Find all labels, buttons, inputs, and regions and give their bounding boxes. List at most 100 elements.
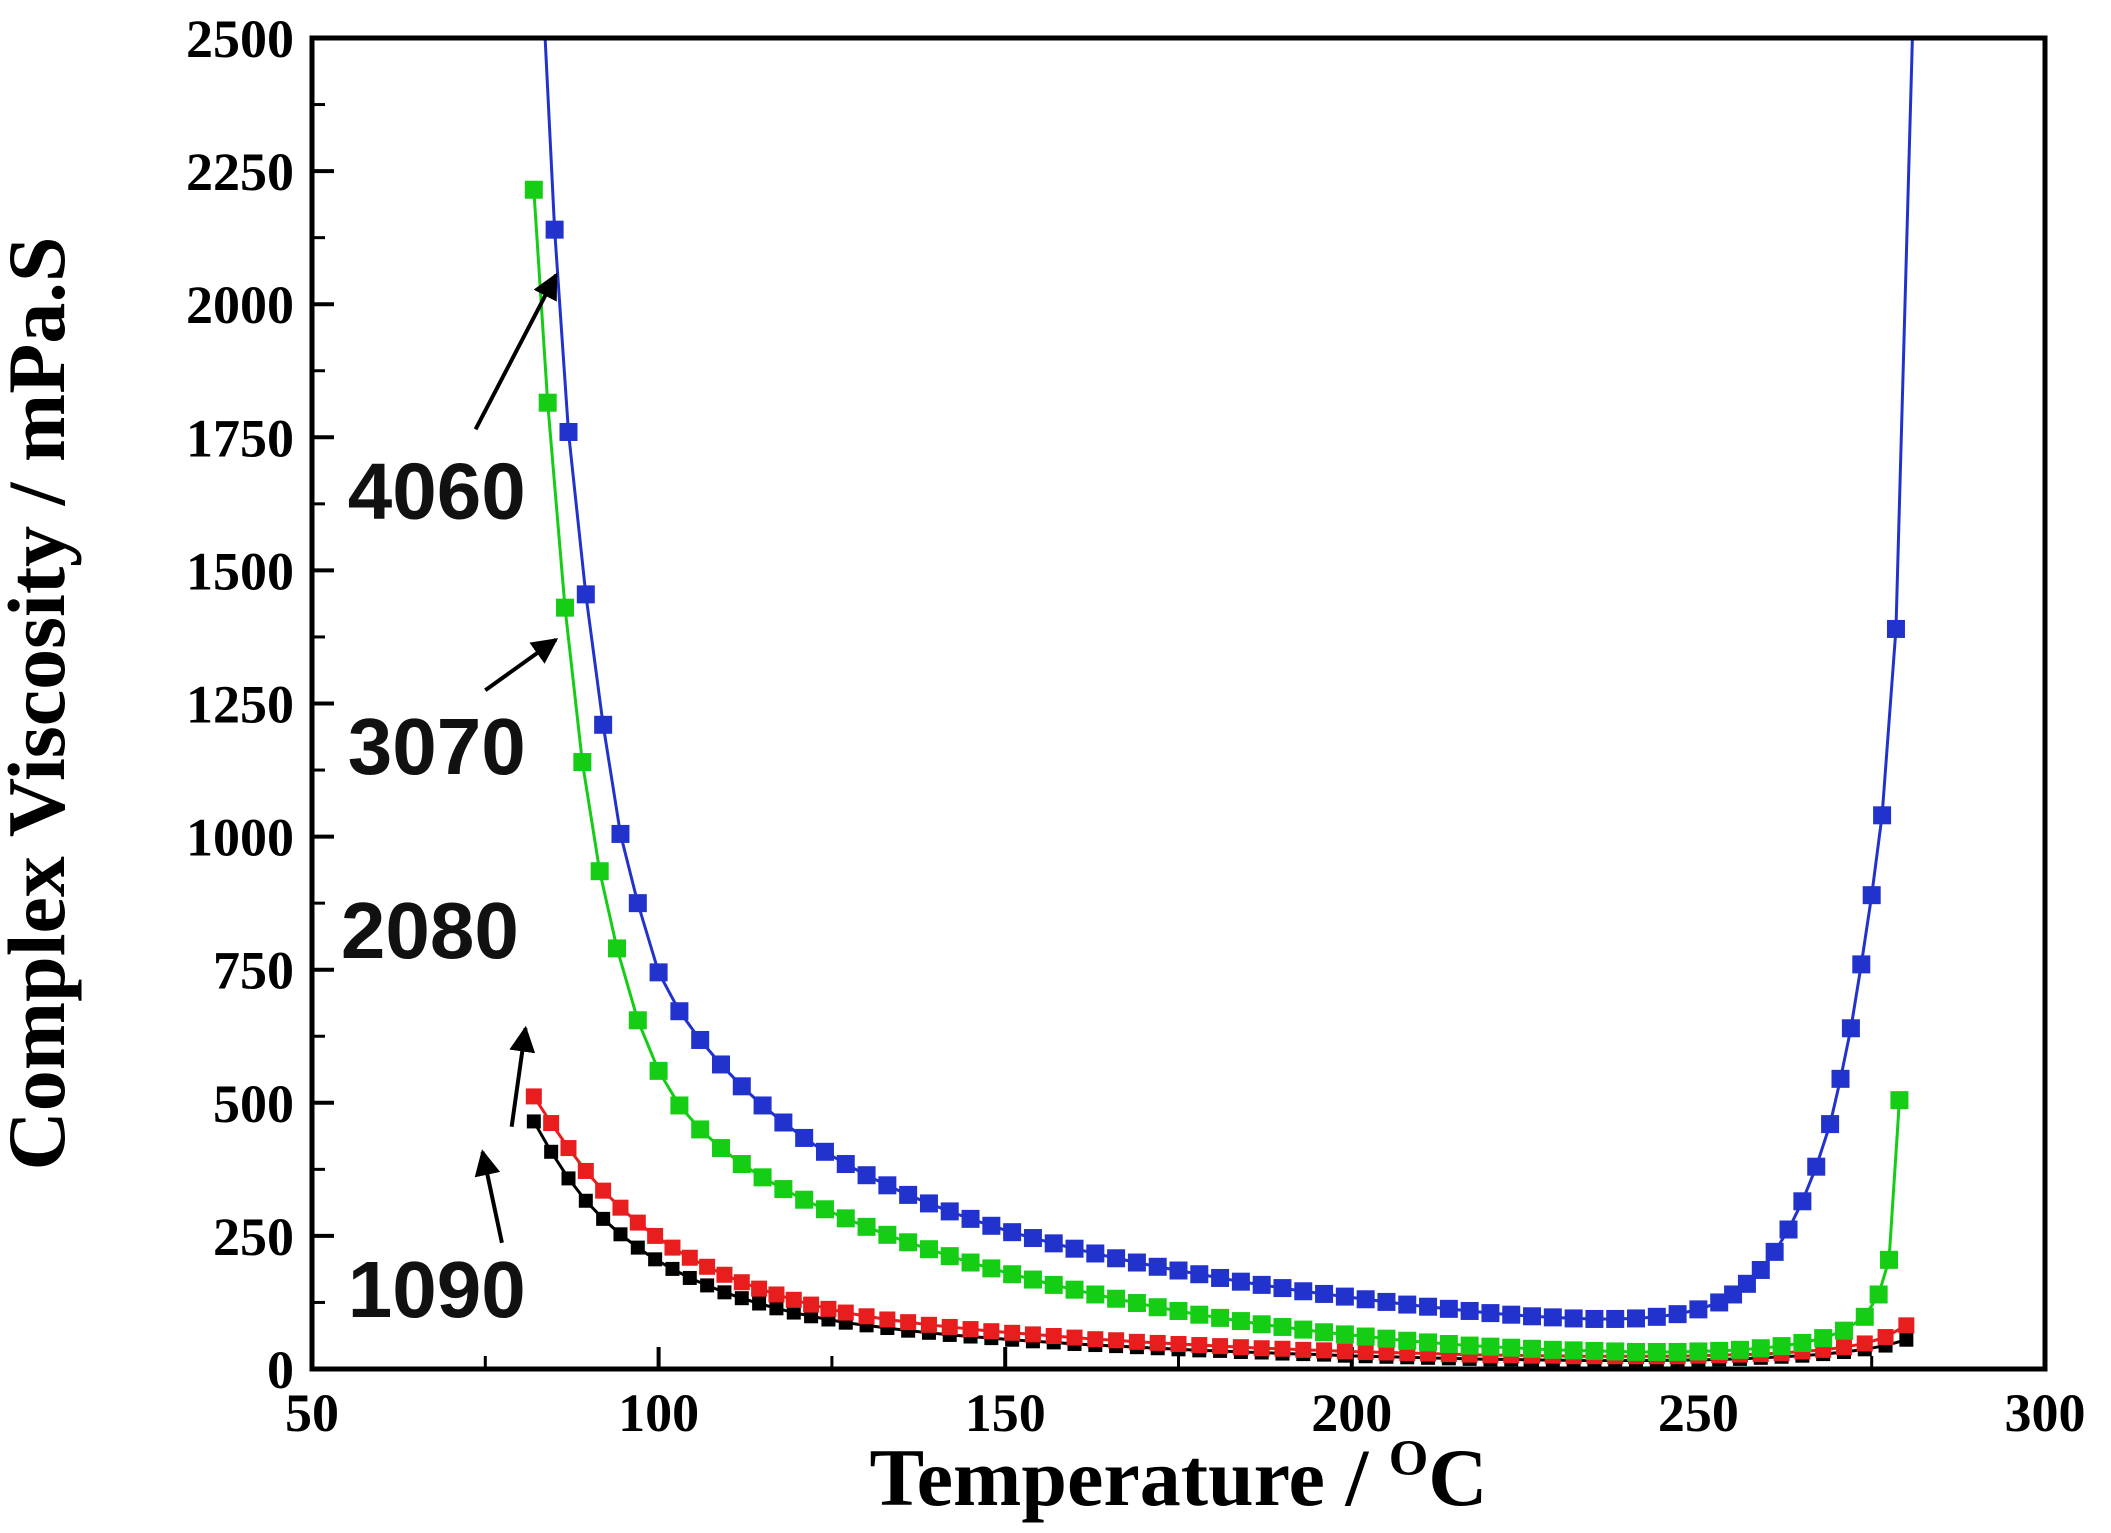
- data-point: [1856, 1335, 1873, 1352]
- data-point: [573, 753, 592, 772]
- data-point: [682, 1270, 697, 1285]
- data-point: [836, 1155, 855, 1174]
- data-point: [1710, 1293, 1729, 1312]
- data-point: [919, 1194, 938, 1213]
- data-point: [1814, 1329, 1833, 1348]
- data-point: [664, 1239, 681, 1256]
- data-point: [1086, 1285, 1105, 1304]
- data-point: [982, 1259, 1001, 1278]
- data-point: [1523, 1307, 1542, 1326]
- series-4060: [543, 0, 1922, 1328]
- data-point: [1751, 1339, 1770, 1358]
- data-point: [608, 939, 627, 958]
- x-tick-label: 150: [965, 1383, 1046, 1443]
- data-point: [1356, 1327, 1375, 1346]
- data-point: [1904, 0, 1922, 15]
- annotation-4060: 4060: [348, 272, 558, 536]
- annotation-arrow: [474, 1149, 504, 1244]
- data-point: [1439, 1299, 1458, 1318]
- data-point: [1873, 806, 1892, 825]
- data-point: [1460, 1301, 1479, 1320]
- series-label: 3070: [348, 702, 526, 791]
- data-point: [670, 1002, 689, 1021]
- data-point: [1003, 1223, 1022, 1242]
- data-point: [1232, 1339, 1249, 1356]
- data-point: [962, 1321, 979, 1338]
- data-point: [1231, 1272, 1250, 1291]
- data-point: [878, 1176, 897, 1195]
- data-point: [1689, 1300, 1708, 1319]
- data-point: [1793, 1192, 1812, 1211]
- x-tick-label: 50: [285, 1383, 339, 1443]
- data-point: [858, 1308, 875, 1325]
- data-point: [1886, 619, 1905, 638]
- data-point: [628, 1011, 647, 1030]
- data-point: [1044, 1275, 1063, 1294]
- data-point: [1398, 1295, 1417, 1314]
- data-point: [681, 1249, 698, 1266]
- data-point: [1044, 1234, 1063, 1253]
- data-point: [1398, 1331, 1417, 1350]
- data-point: [919, 1240, 938, 1259]
- data-point: [815, 1200, 834, 1219]
- data-point: [1170, 1335, 1187, 1352]
- data-point: [665, 1261, 680, 1276]
- data-point: [1807, 1157, 1826, 1176]
- data-point: [1877, 1329, 1894, 1346]
- data-point: [699, 1258, 716, 1275]
- data-point: [1127, 1293, 1146, 1312]
- y-tick-label: 2500: [186, 9, 294, 69]
- data-point: [1294, 1282, 1313, 1301]
- data-point: [1253, 1340, 1270, 1357]
- data-point: [1377, 1329, 1396, 1348]
- data-point: [1793, 1333, 1812, 1352]
- data-point: [716, 1266, 733, 1283]
- data-point: [1335, 1287, 1354, 1306]
- data-point: [1523, 1339, 1542, 1358]
- data-point: [544, 1144, 559, 1159]
- data-point: [940, 1247, 959, 1266]
- data-point: [613, 1227, 628, 1242]
- data-point: [538, 393, 557, 412]
- data-point: [1295, 1341, 1312, 1358]
- data-point: [878, 1225, 897, 1244]
- x-tick-label: 250: [1658, 1383, 1739, 1443]
- data-point: [804, 1309, 819, 1324]
- data-point: [596, 1211, 611, 1226]
- data-point: [774, 1113, 793, 1132]
- data-point: [1765, 1242, 1784, 1261]
- series-line: [532, 1095, 1908, 1358]
- data-point: [785, 1291, 802, 1308]
- data-point: [1502, 1338, 1521, 1357]
- data-point: [1751, 1260, 1770, 1279]
- data-point: [590, 862, 609, 881]
- data-point: [1378, 1344, 1395, 1361]
- data-point: [577, 1162, 594, 1179]
- data-point: [1252, 1275, 1271, 1294]
- data-point: [524, 180, 543, 199]
- data-point: [711, 1055, 730, 1074]
- data-point: [1772, 1337, 1791, 1356]
- data-point: [691, 1030, 710, 1049]
- data-point: [803, 1296, 820, 1313]
- data-point: [649, 1061, 668, 1080]
- data-point: [1148, 1257, 1167, 1276]
- data-point: [857, 1166, 876, 1185]
- data-point: [1898, 1317, 1915, 1334]
- data-point: [1585, 1309, 1604, 1328]
- data-point: [1024, 1326, 1041, 1343]
- data-point: [1668, 1305, 1687, 1324]
- data-point: [1880, 1250, 1899, 1269]
- data-point: [795, 1128, 814, 1147]
- y-tick-label: 1250: [186, 675, 294, 735]
- y-tick-label: 0: [267, 1340, 294, 1400]
- data-point: [1356, 1290, 1375, 1309]
- data-point: [525, 1088, 542, 1105]
- y-tick-label: 1750: [186, 408, 294, 468]
- x-tick-label: 200: [1311, 1383, 1392, 1443]
- data-point: [1128, 1333, 1145, 1350]
- annotation-arrow: [509, 1025, 536, 1128]
- data-point: [1108, 1332, 1125, 1349]
- data-point: [1543, 1308, 1562, 1327]
- data-point: [559, 422, 578, 441]
